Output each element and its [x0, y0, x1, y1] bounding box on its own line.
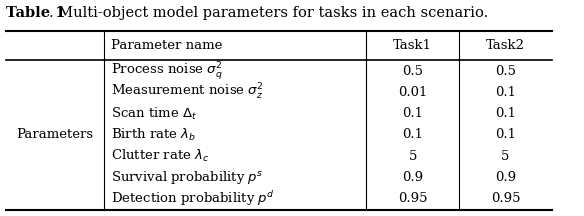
Text: Table 1: Table 1	[6, 6, 65, 21]
Text: 0.5: 0.5	[495, 65, 516, 78]
Text: 0.1: 0.1	[495, 129, 516, 141]
Text: 0.5: 0.5	[402, 65, 423, 78]
Text: 0.01: 0.01	[398, 86, 427, 99]
Text: Clutter rate $\lambda_c$: Clutter rate $\lambda_c$	[110, 148, 209, 164]
Text: Task2: Task2	[486, 39, 525, 52]
Text: Measurement noise $\sigma_z^2$: Measurement noise $\sigma_z^2$	[110, 82, 263, 102]
Text: Scan time $\Delta_t$: Scan time $\Delta_t$	[110, 106, 197, 122]
Text: 0.95: 0.95	[398, 192, 427, 205]
Text: Parameters: Parameters	[16, 129, 93, 141]
Text: Parameter name: Parameter name	[110, 39, 222, 52]
Text: 0.1: 0.1	[495, 107, 516, 120]
Text: . Multi-object model parameters for tasks in each scenario.: . Multi-object model parameters for task…	[49, 6, 488, 21]
Text: Birth rate $\lambda_b$: Birth rate $\lambda_b$	[110, 127, 196, 143]
Text: 0.9: 0.9	[402, 171, 423, 184]
Text: 5: 5	[501, 150, 510, 163]
Text: 5: 5	[408, 150, 417, 163]
Text: Task1: Task1	[393, 39, 432, 52]
Text: Process noise $\sigma_q^2$: Process noise $\sigma_q^2$	[110, 60, 223, 82]
Text: Survival probability $p^s$: Survival probability $p^s$	[110, 169, 263, 186]
Text: Detection probability $p^d$: Detection probability $p^d$	[110, 189, 274, 208]
Text: 0.1: 0.1	[402, 129, 423, 141]
Text: 0.1: 0.1	[495, 86, 516, 99]
Text: 0.9: 0.9	[495, 171, 516, 184]
Text: 0.1: 0.1	[402, 107, 423, 120]
Text: 0.95: 0.95	[491, 192, 520, 205]
